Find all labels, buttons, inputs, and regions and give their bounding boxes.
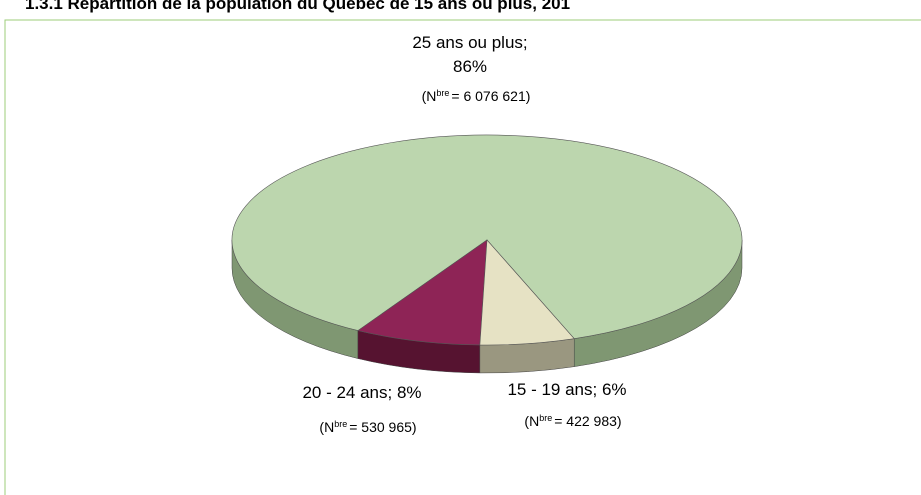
- slice: [231, 134, 743, 339]
- separator: ;: [388, 383, 393, 402]
- slice: [479, 239, 575, 346]
- count-value: = 422 983: [554, 413, 617, 429]
- slice: [357, 239, 488, 346]
- value-label: 8%: [397, 383, 422, 402]
- pie: [231, 134, 743, 374]
- category: 15 - 19 ans: [507, 380, 592, 399]
- category: 20 - 24 ans: [302, 383, 387, 402]
- value-label: 86%: [453, 57, 487, 76]
- count-symbol: N: [426, 88, 436, 104]
- count-symbol: N: [529, 413, 539, 429]
- count-value: = 530 965: [349, 419, 412, 435]
- count-label: (Nbre = 6 076 621): [422, 88, 531, 104]
- count-superscript: bre: [334, 419, 347, 429]
- paren: ): [412, 419, 417, 435]
- labels: 25 ans ou plus;86%(Nbre = 6 076 621)20 - …: [302, 33, 626, 435]
- paren: (: [319, 419, 324, 435]
- chart-title: 1.3.1 Répartition de la population du Qu…: [25, 0, 570, 13]
- paren: (: [524, 413, 529, 429]
- separator: ;: [593, 380, 598, 399]
- category: 25 ans ou plus: [412, 33, 523, 52]
- count-symbol: N: [324, 419, 334, 435]
- paren: (: [422, 88, 427, 104]
- paren: ): [526, 88, 531, 104]
- slice-label: 25 ans ou plus;: [412, 33, 527, 52]
- count-label: (Nbre = 422 983): [524, 413, 621, 429]
- slice-label: 15 - 19 ans; 6%: [507, 380, 626, 399]
- count-value: = 6 076 621: [451, 88, 526, 104]
- count-label: (Nbre = 530 965): [319, 419, 416, 435]
- separator: ;: [523, 33, 528, 52]
- count-superscript: bre: [539, 413, 552, 423]
- paren: ): [617, 413, 622, 429]
- slice-label: 20 - 24 ans; 8%: [302, 383, 421, 402]
- count-superscript: bre: [436, 88, 449, 98]
- value-label: 6%: [602, 380, 627, 399]
